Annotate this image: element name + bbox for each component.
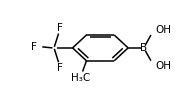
Text: OH: OH (155, 25, 171, 35)
Text: H₃C: H₃C (71, 73, 90, 83)
Text: F: F (57, 23, 63, 33)
Text: F: F (57, 63, 63, 73)
Text: B: B (140, 43, 147, 53)
Text: F: F (31, 42, 37, 52)
Text: OH: OH (155, 61, 171, 71)
